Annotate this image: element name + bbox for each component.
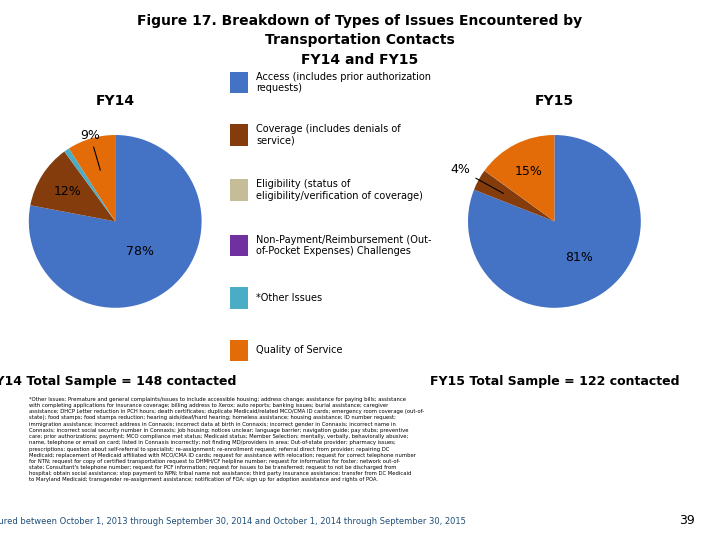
Text: 12%: 12% (54, 185, 81, 198)
Text: *Other Issues: Premature and general complaints/issues to include accessible hou: *Other Issues: Premature and general com… (29, 397, 424, 483)
Title: FY14: FY14 (96, 94, 135, 108)
Wedge shape (64, 148, 115, 221)
Wedge shape (485, 171, 554, 221)
Text: Source: Data captured between October 1, 2013 through September 30, 2014 and Oct: Source: Data captured between October 1,… (0, 517, 466, 526)
Text: 15%: 15% (515, 165, 543, 178)
Wedge shape (69, 135, 115, 221)
Text: Access (includes prior authorization
requests): Access (includes prior authorization req… (256, 72, 431, 93)
Text: FY14 Total Sample = 148 contacted: FY14 Total Sample = 148 contacted (0, 375, 236, 388)
Text: 4%: 4% (451, 164, 504, 193)
Wedge shape (30, 152, 115, 221)
Text: *Other Issues: *Other Issues (256, 293, 323, 303)
Title: FY15: FY15 (535, 94, 574, 108)
Text: Eligibility (status of
eligibility/verification of coverage): Eligibility (status of eligibility/verif… (256, 179, 423, 201)
Text: FY15 Total Sample = 122 contacted: FY15 Total Sample = 122 contacted (430, 375, 679, 388)
Text: 9%: 9% (80, 129, 100, 170)
Text: 78%: 78% (126, 245, 154, 258)
Wedge shape (64, 152, 115, 221)
Text: Non-Payment/Reimbursement (Out-
of-Pocket Expenses) Challenges: Non-Payment/Reimbursement (Out- of-Pocke… (256, 235, 432, 256)
Bar (230, 179, 248, 201)
Wedge shape (485, 171, 554, 221)
Text: 39: 39 (679, 514, 695, 526)
Wedge shape (485, 171, 554, 221)
Bar (230, 235, 248, 256)
Text: Figure 17. Breakdown of Types of Issues Encountered by
Transportation Contacts
F: Figure 17. Breakdown of Types of Issues … (138, 14, 582, 66)
Bar (230, 287, 248, 309)
Text: Coverage (includes denials of
service): Coverage (includes denials of service) (256, 124, 401, 146)
Wedge shape (474, 171, 554, 221)
Bar (230, 124, 248, 146)
Wedge shape (468, 135, 641, 308)
Wedge shape (29, 135, 202, 308)
Wedge shape (64, 152, 115, 221)
Bar (230, 340, 248, 361)
Wedge shape (485, 135, 554, 221)
Text: Quality of Service: Quality of Service (256, 345, 343, 355)
Text: 81%: 81% (564, 251, 593, 264)
Bar (230, 72, 248, 93)
